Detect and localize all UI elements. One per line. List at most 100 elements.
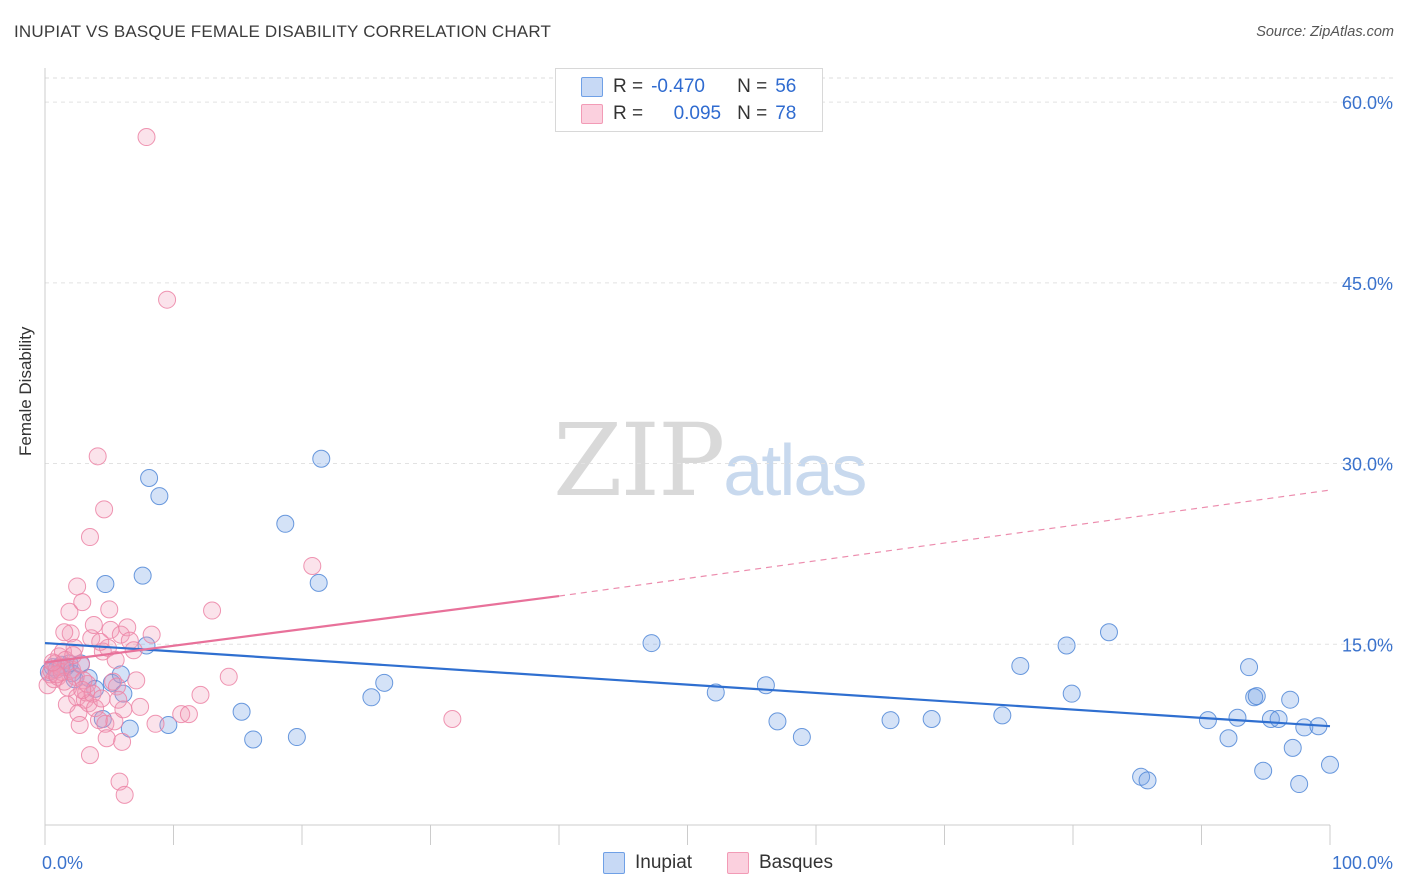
inupiat-point — [1099, 623, 1118, 642]
inupiat-point — [881, 711, 900, 730]
basques-point — [107, 677, 126, 696]
x-tick-label: 0.0% — [42, 853, 83, 873]
legend-item-basques: Basques — [727, 852, 833, 874]
inupiat-point — [244, 730, 263, 749]
basques-point — [92, 689, 111, 708]
basques-point — [74, 671, 93, 690]
basques-point — [86, 699, 105, 718]
legend-label-inupiat: Inupiat — [635, 852, 693, 873]
inupiat-point — [1198, 711, 1217, 730]
inupiat-point — [792, 728, 811, 747]
inupiat-point — [111, 665, 130, 684]
inupiat-point — [133, 566, 152, 585]
inupiat-point — [114, 684, 133, 703]
stats-legend: R = -0.470 N = 56 R = 0.095 N = 78 — [555, 68, 823, 132]
inupiat-legend-swatch — [603, 852, 625, 874]
basques-swatch — [581, 104, 603, 124]
y-tick-label: 45.0% — [1342, 274, 1393, 294]
inupiat-point — [287, 728, 306, 747]
basques-point — [113, 732, 132, 751]
watermark-zip: ZIP — [553, 402, 725, 519]
basques-point — [146, 714, 165, 733]
r-label: R = — [613, 103, 644, 124]
inupiat-points — [39, 449, 1339, 794]
inupiat-point — [276, 514, 295, 533]
inupiat-point — [1011, 656, 1030, 675]
basques-point — [88, 447, 107, 466]
basques-point — [118, 618, 137, 637]
watermark: ZIPatlas — [553, 402, 867, 519]
basques-point — [303, 556, 322, 575]
basques-point — [83, 684, 102, 703]
basques-point — [100, 600, 119, 619]
inupiat-point — [1240, 658, 1259, 677]
basques-point — [64, 646, 83, 665]
basques-point — [219, 667, 238, 686]
basques-point — [70, 715, 89, 734]
r-value: 0.095 — [673, 103, 722, 124]
inupiat-point — [1254, 761, 1273, 780]
inupiat-point — [120, 719, 139, 738]
basques-point — [131, 697, 150, 716]
basques-point — [443, 709, 462, 728]
inupiat-point — [140, 469, 159, 488]
basques-point — [142, 625, 161, 644]
inupiat-point — [309, 573, 328, 592]
basques-point — [105, 712, 124, 731]
legend-row-basques: R = 0.095 N = 78 — [556, 101, 796, 127]
inupiat-point — [312, 449, 331, 468]
basques-point — [60, 602, 79, 621]
inupiat-point — [1295, 718, 1314, 737]
inupiat-point — [150, 487, 169, 506]
basques-point — [106, 650, 125, 669]
inupiat-swatch — [581, 77, 603, 97]
inupiat-point — [706, 683, 725, 702]
basques-point — [203, 601, 222, 620]
y-tick-label: 30.0% — [1342, 455, 1393, 475]
y-tick-label: 15.0% — [1342, 635, 1393, 655]
inupiat-point — [1228, 708, 1247, 727]
inupiat-point — [768, 712, 787, 731]
basques-point — [191, 685, 210, 704]
basques-point — [95, 500, 114, 519]
inupiat-point — [1290, 775, 1309, 794]
basques-legend-swatch — [727, 852, 749, 874]
basques-point — [172, 705, 191, 724]
inupiat-point — [1057, 636, 1076, 655]
r-value: -0.470 — [651, 76, 705, 97]
n-value: 56 — [775, 76, 797, 97]
inupiat-point — [1062, 684, 1081, 703]
basques-point — [73, 681, 92, 700]
inupiat-point — [1247, 687, 1266, 706]
basques-point — [55, 623, 74, 642]
inupiat-point — [1138, 771, 1157, 790]
inupiat-point — [362, 688, 381, 707]
basques-trend-line-extension — [558, 489, 1331, 597]
basques-point — [73, 593, 92, 612]
basques-point — [110, 772, 129, 791]
n-value: 78 — [775, 103, 797, 124]
basques-point — [179, 705, 198, 724]
inupiat-point — [1283, 738, 1302, 757]
legend-label-basques: Basques — [759, 852, 833, 873]
basques-points — [38, 128, 462, 804]
basques-point — [47, 665, 66, 684]
basques-point — [71, 655, 90, 674]
legend-item-inupiat: Inupiat — [603, 852, 692, 874]
basques-point — [68, 577, 87, 596]
inupiat-point — [642, 634, 661, 653]
legend-row-inupiat: R = -0.470 N = 56 — [556, 74, 796, 100]
inupiat-point — [1269, 709, 1288, 728]
basques-point — [115, 785, 134, 804]
inupiat-point — [922, 709, 941, 728]
inupiat-point — [96, 575, 115, 594]
inupiat-point — [1219, 729, 1238, 748]
watermark-atlas: atlas — [723, 431, 867, 511]
x-tick-label: 100.0% — [1332, 853, 1393, 873]
inupiat-point — [375, 673, 394, 692]
basques-point — [109, 690, 128, 709]
source-note: Source: ZipAtlas.com — [1256, 24, 1394, 40]
basques-point — [97, 729, 116, 748]
basques-point — [111, 625, 130, 644]
